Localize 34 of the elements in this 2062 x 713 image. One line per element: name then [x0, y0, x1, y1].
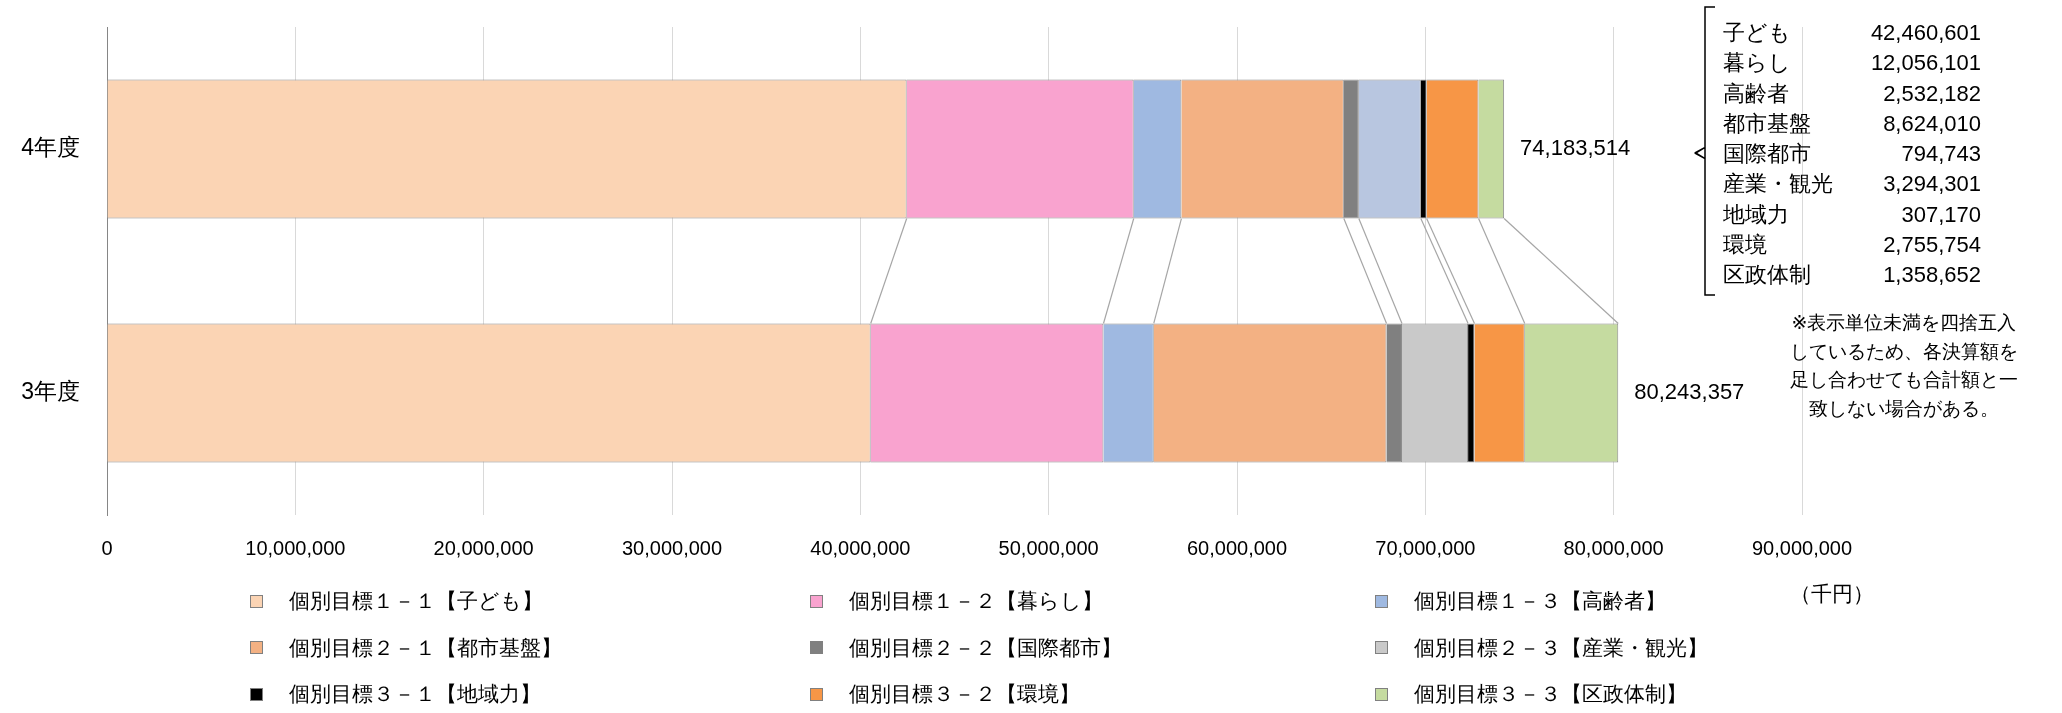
x-tick-label: 30,000,000	[621, 536, 723, 559]
x-tick-label: 90,000,000	[1751, 536, 1853, 559]
x-tick-label: 60,000,000	[1186, 536, 1288, 559]
legend-label: 個別目標１－２【暮らし】	[849, 588, 1103, 615]
legend-label: 個別目標３－２【環境】	[849, 681, 1080, 708]
legend-label: 個別目標１－３【高齢者】	[1414, 588, 1666, 615]
legend-label: 個別目標２－２【国際都市】	[849, 634, 1122, 661]
legend-label: 個別目標２－１【都市基盤】	[289, 634, 562, 661]
x-tick-label: 10,000,000	[245, 536, 346, 559]
annotation: 環境 2,755,754	[1723, 230, 1981, 259]
x-tick-label: 20,000,000	[433, 536, 534, 559]
y-tick-label: 4年度	[21, 134, 80, 161]
y-tick-label: 3年度	[21, 378, 80, 405]
total-label: 80,243,357	[1634, 379, 1745, 405]
annotation: 高齢者 2,532,182	[1723, 79, 1981, 108]
legend-label: 個別目標３－３【区政体制】	[1414, 681, 1687, 708]
x-tick-label: 0	[101, 536, 113, 559]
annotation: 子ども 42,460,601	[1723, 19, 1981, 47]
annotation: 都市基盤 8,624,010	[1723, 109, 1981, 138]
annotation: ※表示単位未満を四捨五入しているため、各決算額を足し合わせても合計額と一致しない場合がある。	[1789, 311, 2019, 421]
annotation: 地域力 307,170	[1723, 200, 1981, 229]
x-tick-label: 40,000,000	[810, 536, 911, 559]
x-axis-title: （千円）	[1790, 581, 1874, 607]
annotation: 国際都市 794,743	[1723, 140, 1981, 168]
x-tick-label: 70,000,000	[1375, 536, 1476, 559]
x-tick-label: 50,000,000	[998, 536, 1099, 559]
legend-label: 個別目標１－１【子ども】	[289, 588, 543, 615]
x-tick-label: 80,000,000	[1563, 536, 1664, 559]
annotation: 区政体制 1,358,652	[1723, 261, 1981, 289]
annotation: 産業・観光 3,294,301	[1723, 170, 1981, 199]
total-label: 74,183,514	[1520, 135, 1631, 161]
annotation: 暮らし 12,056,101	[1723, 49, 1981, 78]
legend-label: 個別目標２－３【産業・観光】	[1414, 634, 1708, 661]
legend-label: 個別目標３－１【地域力】	[289, 681, 541, 708]
